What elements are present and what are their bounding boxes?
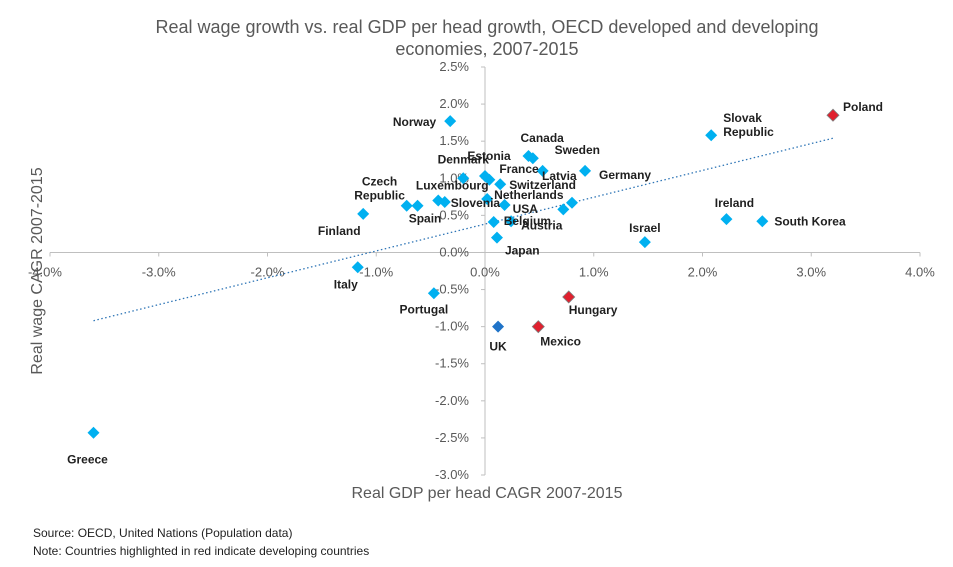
x-tick-label: 0.0%	[470, 264, 500, 279]
source-note: Source: OECD, United Nations (Population…	[33, 526, 293, 540]
label-hungary: Hungary	[569, 303, 618, 317]
x-tick-label: -4.0%	[28, 264, 62, 279]
label-czech-republic: Czech Republic	[354, 175, 405, 203]
point-unlabeled	[526, 152, 539, 165]
point-denmark	[457, 172, 470, 185]
x-tick-label: 1.0%	[579, 264, 609, 279]
label-canada: Canada	[521, 131, 565, 145]
y-tick-label: 2.0%	[439, 96, 469, 111]
y-tick-label: 2.5%	[439, 59, 469, 74]
y-tick-label: -2.0%	[435, 393, 469, 408]
point-usa	[498, 198, 511, 211]
y-tick-label: -1.5%	[435, 356, 469, 371]
y-tick-label: -2.5%	[435, 430, 469, 445]
y-axis-title: Real wage CAGR 2007-2015	[29, 167, 46, 374]
label-greece: Greece	[67, 453, 108, 467]
label-poland: Poland	[843, 100, 883, 114]
point-germany	[579, 164, 592, 177]
label-japan: Japan	[505, 244, 540, 258]
trendline-path	[93, 137, 834, 322]
label-france: France	[499, 162, 539, 176]
label-latvia: Latvia	[542, 169, 577, 183]
point-israel	[638, 236, 651, 249]
label-germany: Germany	[599, 168, 651, 182]
point-belgium	[487, 216, 500, 229]
point-ireland	[720, 213, 733, 226]
chart-axes: -4.0% -3.0% -2.0% -1.0% 0.0% 1.0% 2.0% 3.0% 4.0%…	[28, 59, 935, 502]
label-israel: Israel	[629, 221, 660, 235]
chart-title-line: economies, 2007-2015	[395, 39, 578, 59]
point-unlabeled	[557, 203, 570, 216]
point-spain	[400, 199, 413, 212]
point-poland	[826, 108, 840, 122]
label-slovenia: Slovenia	[451, 196, 501, 210]
label-spain: Spain	[409, 212, 442, 226]
y-tick-label: 0.5%	[439, 207, 469, 222]
y-tick-label: -1.0%	[435, 319, 469, 334]
y-tick-label: 0.0%	[439, 244, 469, 259]
point-netherlands	[481, 193, 494, 206]
data-points	[87, 108, 840, 439]
x-tick-label: 2.0%	[688, 264, 718, 279]
scatter-chart: Real wage growth vs. real GDP per head g…	[28, 17, 935, 502]
point-greece	[87, 426, 100, 439]
label-luxembourg: Luxembourg	[416, 179, 489, 193]
point-sweden	[536, 164, 549, 177]
point-hungary	[562, 290, 576, 304]
label-belgium: Belgium	[504, 214, 551, 228]
point-norway	[444, 115, 457, 128]
point-slovenia	[438, 196, 451, 209]
label-usa: USA	[513, 202, 539, 216]
label-switzerland: Switzerland	[509, 178, 576, 192]
label-portugal: Portugal	[400, 302, 449, 316]
y-tick-label: -3.0%	[435, 467, 469, 482]
label-slovak-republic: Slovak Republic	[723, 111, 774, 139]
y-tick-label: -0.5%	[435, 282, 469, 297]
label-netherlands: Netherlands	[494, 188, 564, 202]
label-estonia: Estonia	[467, 149, 511, 163]
point-portugal	[427, 287, 440, 300]
label-austria: Austria	[521, 218, 563, 232]
x-tick-label: 4.0%	[905, 264, 935, 279]
label-italy: Italy	[334, 277, 358, 291]
x-tick-label: -3.0%	[142, 264, 176, 279]
y-tick-label: 1.5%	[439, 133, 469, 148]
label-denmark: Denmark	[438, 152, 490, 166]
chart-title-line: Real wage growth vs. real GDP per head g…	[155, 17, 818, 37]
point-south-korea	[756, 215, 769, 228]
label-south-korea: South Korea	[774, 214, 846, 228]
x-tick-label: -1.0%	[359, 264, 393, 279]
label-ireland: Ireland	[715, 196, 754, 210]
label-finland: Finland	[318, 224, 361, 238]
point-finland	[357, 207, 370, 220]
point-czech-republic	[411, 199, 424, 212]
label-mexico: Mexico	[540, 335, 581, 349]
x-tick-label: 3.0%	[796, 264, 826, 279]
x-tick-label: -2.0%	[251, 264, 285, 279]
developing-note: Note: Countries highlighted in red indic…	[33, 544, 370, 558]
point-uk	[492, 320, 505, 333]
point-slovak-republic	[705, 129, 718, 142]
point-austria	[505, 215, 518, 228]
point-latvia	[566, 196, 578, 209]
x-axis-title: Real GDP per head CAGR 2007-2015	[352, 485, 623, 502]
label-uk: UK	[489, 340, 507, 354]
trendline	[93, 137, 834, 322]
chart-title: Real wage growth vs. real GDP per head g…	[155, 17, 818, 59]
point-mexico	[531, 320, 545, 334]
label-norway: Norway	[393, 115, 437, 129]
point-france	[483, 173, 496, 186]
point-italy	[351, 261, 364, 274]
point-switzerland	[494, 178, 507, 191]
label-sweden: Sweden	[555, 143, 600, 157]
point-japan	[490, 231, 503, 244]
